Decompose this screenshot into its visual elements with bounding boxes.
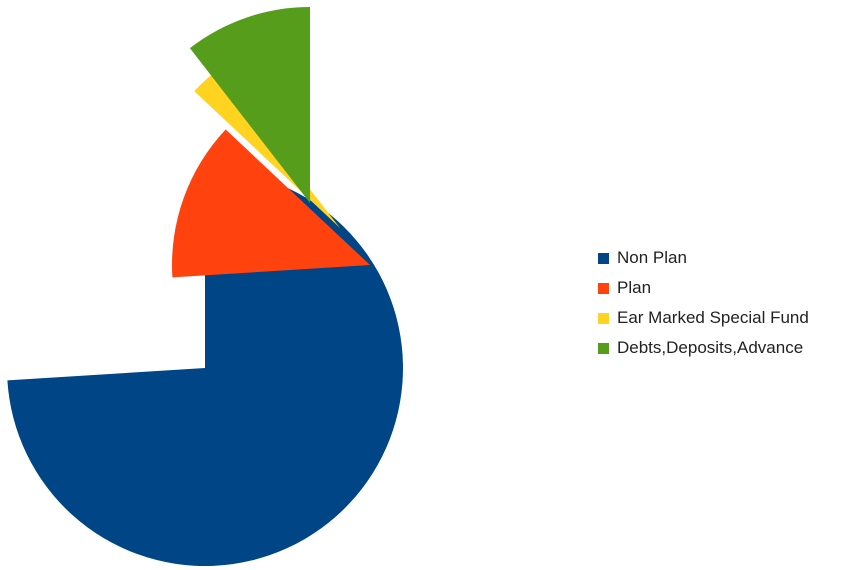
legend-swatch-debts-deposits-advance <box>598 342 609 354</box>
legend-item-debts-deposits-advance: Debts,Deposits,Advance <box>598 333 809 363</box>
pie-slice-debts-deposits-advance <box>189 7 310 203</box>
legend-swatch-plan <box>598 282 609 294</box>
legend-item-non-plan: Non Plan <box>598 243 809 273</box>
legend-label-ear-marked-special-fund: Ear Marked Special Fund <box>617 308 809 327</box>
legend-label-plan: Plan <box>617 278 652 297</box>
legend-swatch-non-plan <box>598 252 609 264</box>
legend-label-debts-deposits-advance: Debts,Deposits,Advance <box>617 338 804 357</box>
legend-item-plan: Plan <box>598 273 809 303</box>
legend: Non Plan Plan Ear Marked Special Fund De… <box>598 243 809 363</box>
legend-swatch-ear-marked-special-fund <box>598 312 609 324</box>
legend-item-ear-marked-special-fund: Ear Marked Special Fund <box>598 303 809 333</box>
pie-slice-plan <box>171 129 370 278</box>
legend-label-non-plan: Non Plan <box>617 248 687 267</box>
